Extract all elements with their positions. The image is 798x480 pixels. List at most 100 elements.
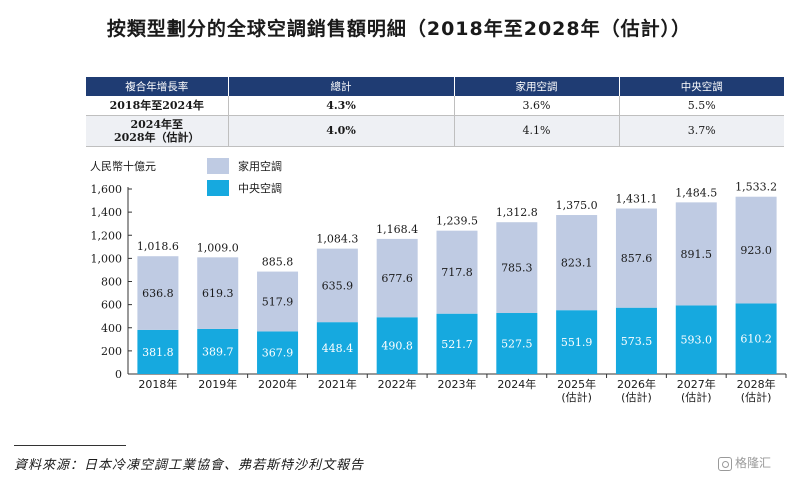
data-label-central: 610.2 xyxy=(740,333,772,346)
data-label-household: 677.6 xyxy=(381,272,413,285)
bar-household xyxy=(137,256,179,330)
data-label-central: 490.8 xyxy=(381,340,413,353)
y-tick-label: 0 xyxy=(115,368,122,381)
x-tick-label-line: 2019年 xyxy=(198,377,237,391)
data-label-central: 367.9 xyxy=(262,347,294,360)
data-label-household: 636.8 xyxy=(142,287,174,300)
bar-central xyxy=(496,313,538,374)
bar-central xyxy=(137,329,179,374)
bar-central xyxy=(675,305,717,374)
bar-household xyxy=(556,215,598,311)
data-label-central: 551.9 xyxy=(561,336,593,349)
bar-central xyxy=(556,310,598,374)
watermark-text: 格隆汇 xyxy=(735,456,772,470)
data-label-household: 635.9 xyxy=(322,279,354,292)
page-title: 按類型劃分的全球空調銷售額明細（2018年至2028年（估計）） xyxy=(106,18,692,40)
legend-swatch xyxy=(207,158,229,174)
bar-household xyxy=(376,238,418,318)
bar-household xyxy=(197,257,239,329)
x-tick-label-line: 2025年 xyxy=(557,377,596,391)
legend-label: 中央空調 xyxy=(238,181,282,195)
x-tick-label-line: (估計) xyxy=(621,390,652,404)
data-label-central: 593.0 xyxy=(681,334,713,347)
cagr-header-label: 複合年增長率 xyxy=(86,77,229,96)
data-label-household: 517.9 xyxy=(262,296,294,309)
cagr-header-central: 中央空調 xyxy=(619,77,784,96)
y-tick-label: 1,400 xyxy=(91,206,123,219)
bar-central xyxy=(257,331,299,374)
data-label-total: 1,533.2 xyxy=(735,181,777,194)
cagr-total-value: 4.0% xyxy=(228,115,455,147)
data-label-total: 1,484.5 xyxy=(675,186,717,199)
data-label-total: 1,312.8 xyxy=(496,206,538,219)
bar-household xyxy=(615,208,657,308)
stacked-bar-chart: 人民幣十億元 0 200 400 600 800 1,000 1,200 1,400 1,600 家… xyxy=(90,158,787,404)
data-label-central: 381.8 xyxy=(142,346,174,359)
legend-label: 家用空調 xyxy=(238,159,282,173)
x-tick-label-line: 2023年 xyxy=(438,377,477,391)
bar-central xyxy=(615,307,657,374)
x-tick-label-line: 2026年 xyxy=(617,377,656,391)
x-tick-label-line: 2021年 xyxy=(318,377,357,391)
data-label-total: 885.8 xyxy=(262,256,294,269)
footer-divider xyxy=(14,445,126,446)
bar-household xyxy=(735,196,777,304)
cagr-household-value: 4.1% xyxy=(454,115,620,147)
data-label-total: 1,375.0 xyxy=(556,199,598,212)
data-label-household: 619.3 xyxy=(202,287,234,300)
data-label-household: 891.5 xyxy=(681,248,713,261)
x-tick-label: 2020年 xyxy=(258,377,297,391)
cagr-central-value: 3.7% xyxy=(619,115,784,147)
y-tick-label: 1,000 xyxy=(91,252,123,265)
data-label-total: 1,168.4 xyxy=(376,223,418,236)
data-label-total: 1,009.0 xyxy=(197,241,239,254)
bar-household xyxy=(675,202,717,306)
x-tick-label-line: (估計) xyxy=(681,390,712,404)
cagr-header-household: 家用空調 xyxy=(454,77,620,96)
watermark-logo-icon xyxy=(718,456,732,471)
x-tick-label: 2021年 xyxy=(318,377,357,391)
data-label-household: 823.1 xyxy=(561,257,593,270)
bar-central xyxy=(436,313,478,374)
data-label-household: 717.8 xyxy=(441,266,473,279)
x-tick-label: 2018年 xyxy=(138,377,177,391)
x-tick-label-line: 2024年 xyxy=(497,377,536,391)
y-tick-label: 600 xyxy=(101,299,122,312)
source-note: 資料來源：日本冷凍空調工業協會、弗若斯特沙利文報告 xyxy=(14,458,365,473)
data-label-total: 1,018.6 xyxy=(137,240,179,253)
data-label-central: 527.5 xyxy=(501,338,533,351)
y-tick-label: 800 xyxy=(101,276,122,289)
data-label-central: 389.7 xyxy=(202,345,234,358)
watermark: 格隆汇 xyxy=(718,454,771,471)
x-tick-label: 2028年(估計) xyxy=(737,377,776,404)
legend-swatch xyxy=(207,180,229,196)
cagr-row-label: 2024年至 2028年（估計） xyxy=(86,115,229,147)
data-label-household: 857.6 xyxy=(621,252,653,265)
data-label-total: 1,431.1 xyxy=(615,193,657,206)
x-tick-label: 2023年 xyxy=(438,377,477,391)
bar-central xyxy=(735,303,777,374)
y-tick-label: 1,200 xyxy=(91,229,123,242)
x-tick-label: 2027年(估計) xyxy=(677,377,716,404)
cagr-total-value: 4.3% xyxy=(228,96,455,116)
bar-household xyxy=(257,271,299,332)
bar-household xyxy=(436,230,478,314)
y-tick-label: 200 xyxy=(101,345,122,358)
x-tick-label: 2026年(估計) xyxy=(617,377,656,404)
x-tick-label: 2019年 xyxy=(198,377,237,391)
x-tick-label: 2022年 xyxy=(378,377,417,391)
data-label-central: 573.5 xyxy=(621,335,653,348)
data-label-central: 521.7 xyxy=(441,338,473,351)
x-tick-label-line: 2022年 xyxy=(378,377,417,391)
y-tick-label: 400 xyxy=(101,322,122,335)
x-tick-label-line: 2028年 xyxy=(737,377,776,391)
bar-central xyxy=(316,322,358,374)
bar-central xyxy=(376,317,418,374)
x-tick-label: 2025年(估計) xyxy=(557,377,596,404)
cagr-table: 複合年增長率 總計 家用空調 中央空調 2018年至2024年 4.3% 3.6… xyxy=(86,77,784,147)
bar-household xyxy=(316,248,358,323)
x-tick-label-line: 2027年 xyxy=(677,377,716,391)
data-label-central: 448.4 xyxy=(322,342,354,355)
data-label-total: 1,084.3 xyxy=(316,233,358,246)
y-tick-label: 1,600 xyxy=(91,183,123,196)
